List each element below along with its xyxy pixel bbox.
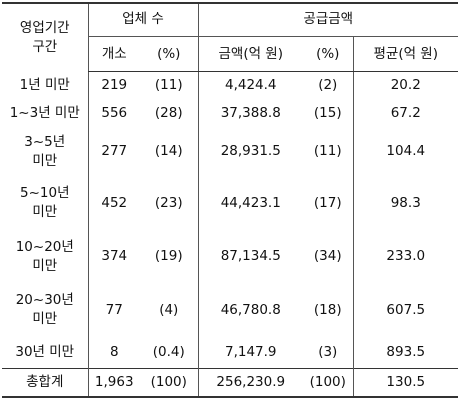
amount-cell: 28,931.5: [197, 127, 303, 177]
amount-pct-cell: (3): [318, 344, 338, 361]
total-row: 총합계 1,963 (100) 256,230.9 (100) 130.5: [2, 368, 458, 399]
amount-cell: 46,780.8: [197, 283, 303, 338]
header-average: 평균(억 원): [352, 36, 458, 73]
count-cell: 452: [87, 176, 140, 230]
count-pct-cell: (4): [159, 301, 179, 318]
table-row: 1년 미만 219 (11) 4,424.4 (2) 20.2: [2, 71, 458, 100]
period-cell: 10~20년 미만: [15, 238, 74, 274]
amount-pct-cell: (17): [313, 194, 342, 211]
total-average: 130.5: [352, 368, 458, 399]
amount-pct-cell: (34): [313, 248, 342, 265]
count-pct-cell: (23): [154, 194, 183, 211]
count-cell: 8: [87, 337, 140, 369]
total-amount: 256,230.9: [197, 368, 303, 399]
table-row: 30년 미만 8 (0.4) 7,147.9 (3) 893.5: [2, 337, 458, 369]
business-period-table: 영업기간 구간 업체 수 공급금액 개소 (%) 금액(억 원) (%) 평균(억…: [2, 1, 458, 399]
amount-pct-cell: (2): [318, 77, 338, 94]
total-count: 1,963: [87, 368, 140, 399]
amount-cell: 37,388.8: [197, 99, 303, 128]
header-supply-amount: 공급금액: [197, 1, 458, 37]
count-cell: 219: [87, 71, 140, 100]
period-cell: 5~10년 미만: [20, 185, 70, 220]
amount-cell: 4,424.4: [197, 71, 303, 100]
period-cell: 20~30년 미만: [15, 292, 74, 328]
header-period: 영업기간 구간: [2, 2, 88, 72]
total-label: 총합계: [2, 368, 88, 399]
count-pct-cell: (11): [154, 77, 183, 94]
table-row: 5~10년 미만 452 (23) 44,423.1 (17) 98.3: [2, 176, 458, 230]
count-pct-cell: (0.4): [152, 344, 185, 361]
average-cell: 233.0: [352, 229, 458, 284]
amount-cell: 7,147.9: [197, 337, 303, 369]
amount-cell: 44,423.1: [197, 176, 303, 230]
table-row: 3~5년 미만 277 (14) 28,931.5 (11) 104.4: [2, 127, 458, 177]
header-count-unit: 개소: [87, 36, 140, 73]
count-cell: 374: [87, 229, 140, 284]
period-cell: 3~5년 미만: [24, 133, 66, 169]
count-pct-cell: (19): [154, 248, 183, 265]
total-amount-pct: (100): [303, 368, 353, 399]
period-cell: 30년 미만: [15, 344, 75, 361]
total-count-pct: (100): [140, 368, 198, 399]
count-pct-cell: (28): [154, 104, 183, 121]
average-cell: 20.2: [352, 71, 458, 100]
period-cell: 1년 미만: [19, 77, 70, 94]
amount-pct-cell: (15): [313, 104, 342, 121]
table-row: 20~30년 미만 77 (4) 46,780.8 (18) 607.5: [2, 283, 458, 338]
count-cell: 556: [87, 99, 140, 128]
average-cell: 67.2: [352, 99, 458, 128]
average-cell: 98.3: [352, 176, 458, 230]
header-company-count: 업체 수: [87, 1, 198, 37]
header-count-pct: (%): [140, 36, 198, 73]
average-cell: 607.5: [352, 283, 458, 338]
header-amount-pct: (%): [303, 36, 353, 73]
table-row: 1~3년 미만 556 (28) 37,388.8 (15) 67.2: [2, 99, 458, 128]
table-row: 10~20년 미만 374 (19) 87,134.5 (34) 233.0: [2, 229, 458, 284]
average-cell: 893.5: [352, 337, 458, 369]
count-pct-cell: (14): [154, 143, 183, 160]
period-cell: 1~3년 미만: [9, 104, 80, 121]
average-cell: 104.4: [352, 127, 458, 177]
amount-pct-cell: (11): [313, 143, 342, 160]
amount-cell: 87,134.5: [197, 229, 303, 284]
count-cell: 77: [87, 283, 140, 338]
header-amount: 금액(억 원): [197, 36, 303, 73]
amount-pct-cell: (18): [313, 301, 342, 318]
count-cell: 277: [87, 127, 140, 177]
